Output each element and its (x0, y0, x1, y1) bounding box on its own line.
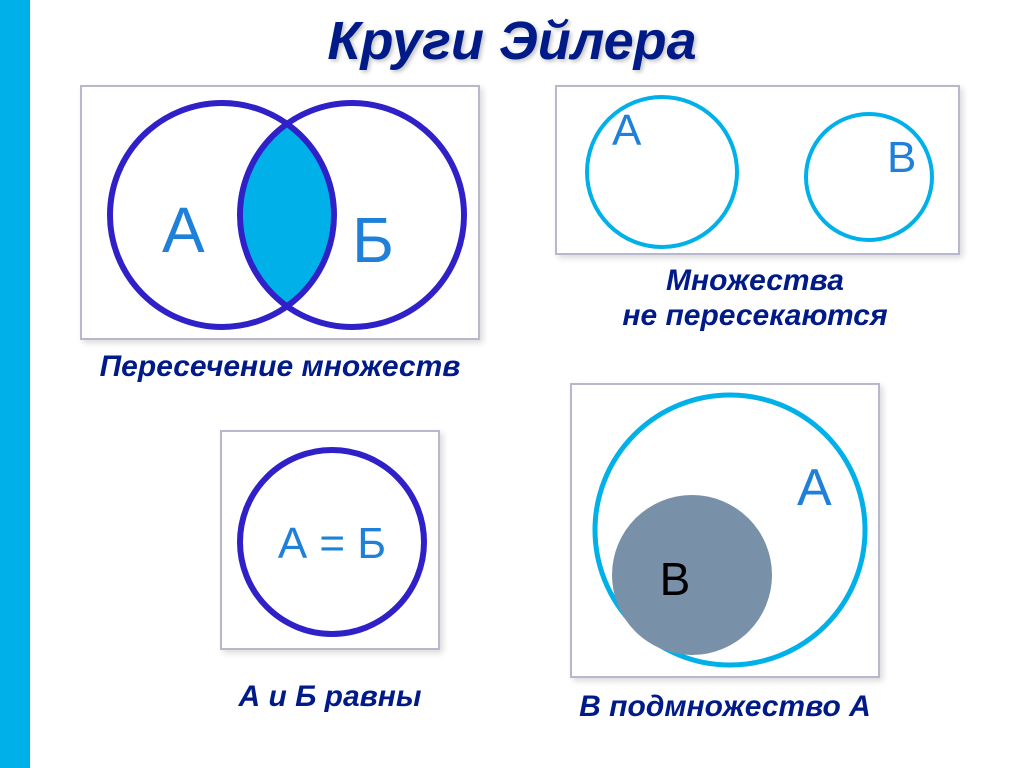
caption-disjoint-line1: Множества не пересекаются (622, 264, 887, 332)
disjoint-circle-a (587, 97, 737, 247)
subset-inner-circle (612, 495, 772, 655)
subset-svg: А В (572, 385, 882, 680)
intersection-svg: А Б (82, 87, 482, 342)
disjoint-label-a: А (612, 106, 642, 155)
diagram-equal: А = Б (220, 430, 440, 650)
equal-svg: А = Б (222, 432, 442, 652)
disjoint-label-b: В (887, 133, 916, 182)
page-title: Круги Эйлера (0, 10, 1024, 72)
diagram-disjoint: А В (555, 85, 960, 255)
diagram-intersection: А Б (80, 85, 480, 340)
diagram-subset: А В (570, 383, 880, 678)
intersection-label-a: А (162, 194, 205, 266)
intersection-label-b: Б (352, 204, 394, 276)
caption-equal: А и Б равны (150, 680, 510, 714)
caption-subset: В подмножество А (540, 690, 910, 724)
caption-disjoint: Множества не пересекаются (540, 263, 970, 334)
caption-intersection: Пересечение множеств (70, 350, 490, 384)
disjoint-svg: А В (557, 87, 962, 257)
subset-label-b: В (660, 553, 691, 605)
side-accent-bar (0, 0, 30, 768)
subset-label-a: А (797, 459, 832, 517)
equal-label: А = Б (278, 519, 386, 568)
